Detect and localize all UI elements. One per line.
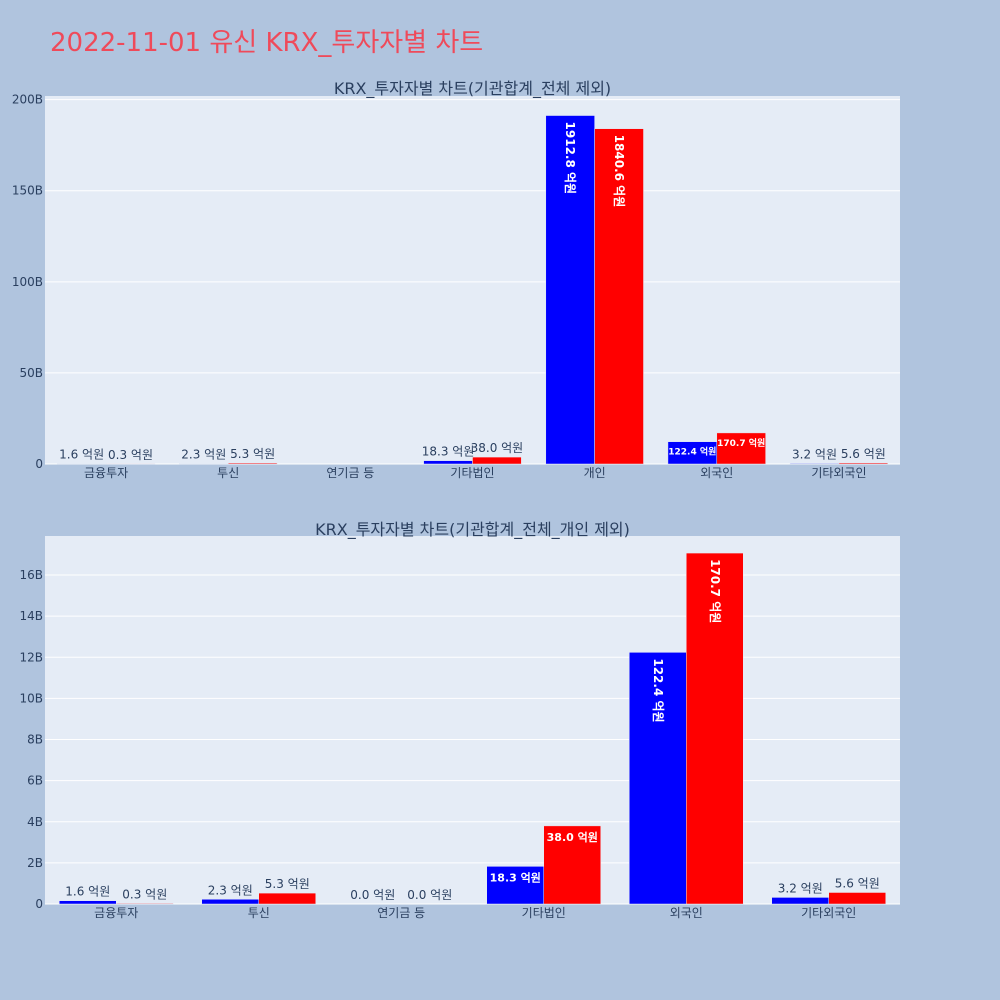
bar	[594, 128, 644, 465]
data-label: 0.0 억원	[350, 888, 395, 902]
y-tick-label: 200B	[12, 93, 43, 107]
y-tick-label: 0	[35, 897, 43, 911]
data-label: 5.3 억원	[265, 877, 310, 891]
bar	[543, 825, 601, 905]
y-tick-label: 16B	[19, 568, 43, 582]
bar	[258, 892, 316, 905]
bar	[629, 652, 687, 905]
data-label: 170.7 억원	[708, 559, 722, 623]
data-label: 3.2 억원	[792, 447, 837, 461]
data-label: 5.3 억원	[230, 447, 275, 461]
data-label: 5.6 억원	[835, 876, 880, 890]
x-tick-label: 연기금 등	[377, 906, 425, 920]
data-label: 3.2 억원	[778, 881, 823, 895]
data-label: 1.6 억원	[65, 885, 110, 899]
y-tick-label: 50B	[19, 366, 43, 380]
y-tick-label: 100B	[12, 275, 43, 289]
x-tick-label: 연기금 등	[326, 466, 374, 480]
bar	[789, 463, 840, 465]
y-tick-label: 10B	[19, 691, 43, 705]
data-label: 38.0 억원	[547, 830, 598, 844]
x-tick-label: 금융투자	[84, 466, 128, 480]
chart-title: KRX_투자자별 차트(기관합계_전체_개인 제외)	[315, 520, 630, 540]
x-tick-label: 외국인	[700, 466, 733, 480]
data-label: 1.6 억원	[59, 448, 104, 462]
bar	[227, 462, 278, 465]
bar	[686, 552, 744, 905]
bar	[59, 900, 117, 905]
data-label: 5.6 억원	[841, 447, 886, 461]
data-label: 1912.8 억원	[563, 122, 577, 195]
page-title: 2022-11-01 유신 KRX_투자자별 차트	[50, 28, 484, 58]
x-tick-label: 투신	[248, 906, 270, 920]
chart-1: 0 50B 100B 150B 200B KRX_투자자별 차트(기관합계_전체 제외) 금…	[12, 79, 900, 480]
plot-area	[45, 96, 900, 464]
bar	[771, 897, 829, 905]
y-tick-label: 8B	[27, 733, 43, 747]
y-tick-label: 6B	[27, 774, 43, 788]
bar	[838, 462, 889, 465]
data-label: 0.0 억원	[407, 888, 452, 902]
data-label: 0.3 억원	[108, 448, 153, 462]
y-tick-label: 2B	[27, 856, 43, 870]
y-tick-label: 4B	[27, 815, 43, 829]
data-label: 170.7 억원	[717, 437, 765, 449]
x-tick-label: 기타외국인	[811, 466, 866, 480]
bar	[423, 460, 473, 465]
data-label: 2.3 억원	[181, 448, 226, 462]
data-label: 38.0 억원	[471, 441, 524, 455]
bar	[472, 456, 522, 465]
bar	[716, 432, 766, 465]
x-tick-label: 투신	[217, 466, 239, 480]
data-label: 18.3 억원	[422, 445, 475, 459]
data-label: 0.3 억원	[122, 887, 167, 901]
bar	[545, 115, 595, 465]
x-tick-label: 개인	[584, 466, 606, 480]
y-tick-label: 0	[35, 457, 43, 471]
plot-area	[45, 536, 900, 904]
y-tick-label: 150B	[12, 184, 43, 198]
bar	[201, 899, 259, 905]
data-label: 1840.6 억원	[612, 135, 626, 208]
x-tick-label: 금융투자	[94, 906, 138, 920]
x-tick-label: 기타외국인	[801, 906, 856, 920]
data-label: 122.4 억원	[668, 446, 716, 458]
x-tick-label: 외국인	[670, 906, 703, 920]
data-label: 2.3 억원	[208, 883, 253, 897]
data-label: 18.3 억원	[490, 870, 541, 884]
chart-2: 0 2B 4B 6B 8B 10B 12B 14B 16B KRX_투자자별 차트(기관합계_전체…	[19, 520, 900, 920]
x-tick-label: 기타법인	[522, 906, 566, 920]
bar	[828, 892, 886, 905]
bar	[116, 903, 174, 905]
chart-title: KRX_투자자별 차트(기관합계_전체 제외)	[334, 79, 611, 99]
x-tick-label: 기타법인	[450, 466, 494, 480]
y-tick-label: 12B	[19, 650, 43, 664]
y-tick-label: 14B	[19, 609, 43, 623]
data-label: 122.4 억원	[651, 658, 665, 722]
